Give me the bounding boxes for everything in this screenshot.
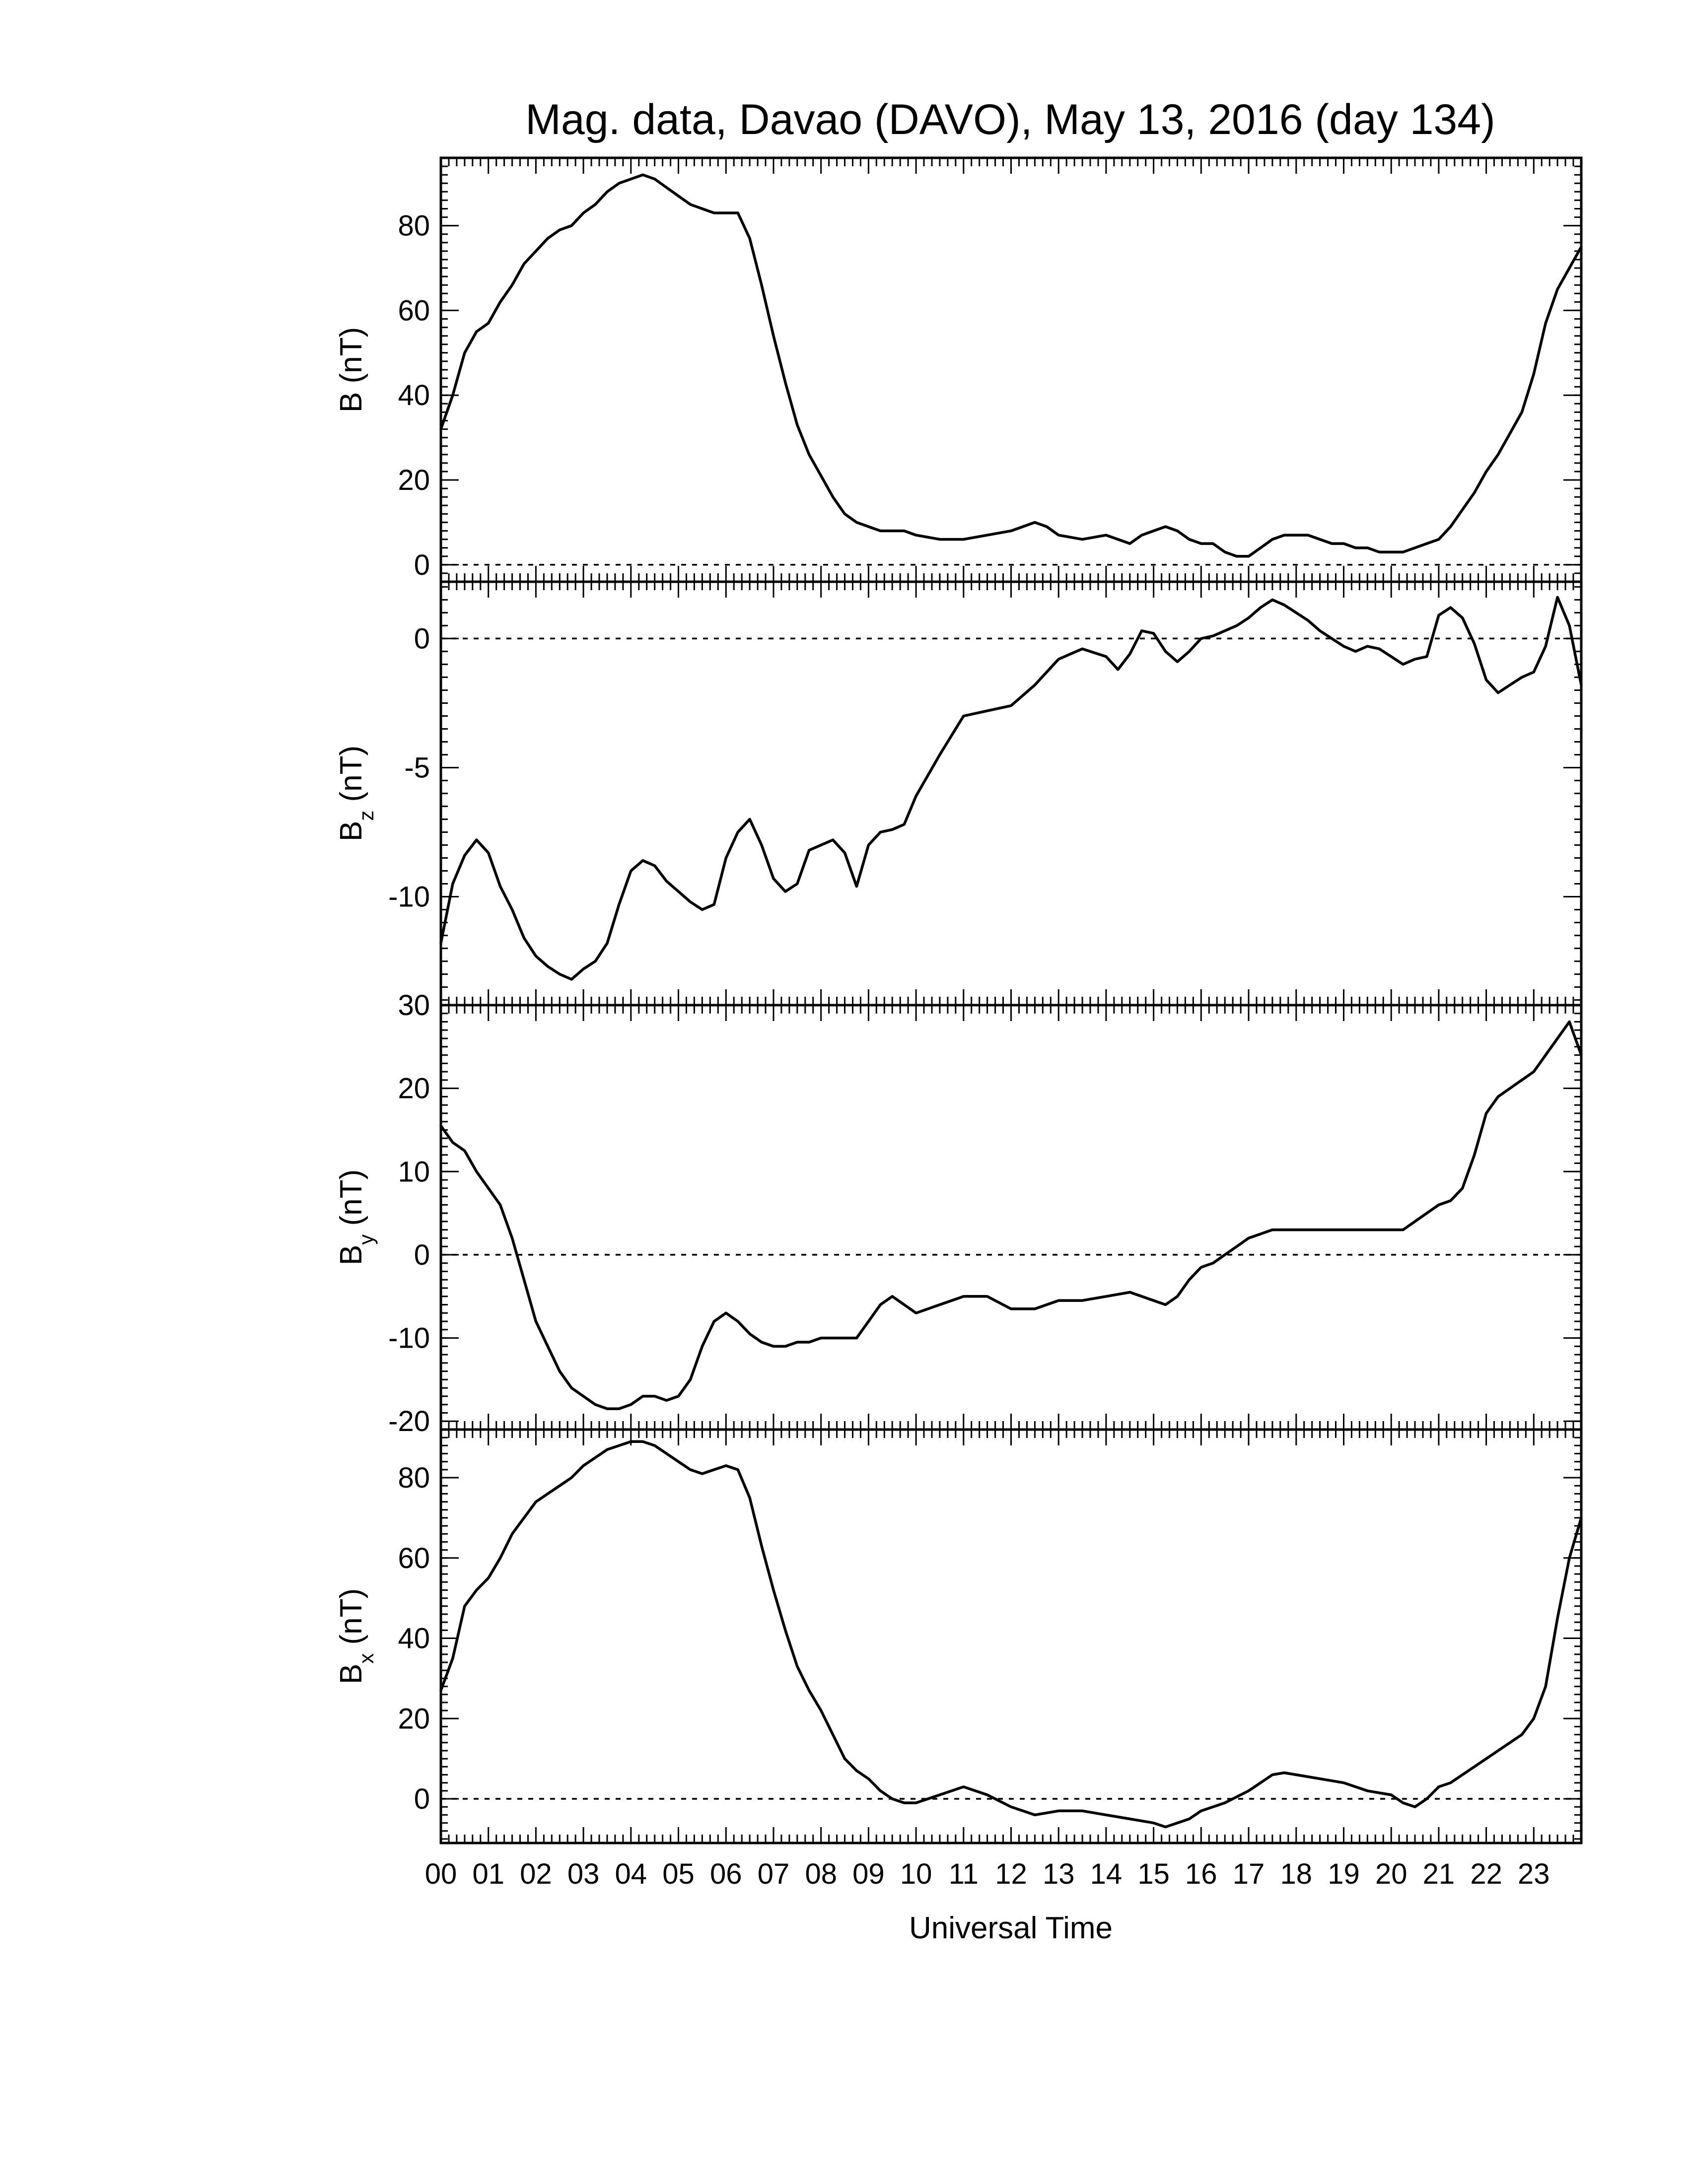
x-tick-label: 14 [1090, 1858, 1123, 1890]
y-tick-label-by: 10 [398, 1156, 430, 1188]
series-line-by [439, 1020, 1583, 1410]
y-tick-label-bz: -10 [388, 881, 430, 913]
plot-frame-bz [439, 580, 1583, 1007]
x-tick-label: 01 [472, 1858, 504, 1890]
x-ticks-by [440, 1005, 1582, 1430]
y-tick-label-b: 40 [398, 379, 430, 411]
y-tick-label-bx: 20 [398, 1703, 430, 1735]
series-line-bz [439, 596, 1583, 981]
x-tick-label: 05 [662, 1858, 695, 1890]
x-tick-label: 10 [900, 1858, 932, 1890]
y-tick-label-by: 0 [414, 1239, 430, 1271]
x-tick-label: 18 [1280, 1858, 1313, 1890]
x-ticks-bz [440, 582, 1582, 1005]
y-tick-label-bx: 60 [398, 1542, 430, 1574]
y-tick-label-by: -20 [388, 1405, 430, 1437]
y-axis-label-b: B (nT) [334, 327, 368, 412]
y-tick-label-by: 30 [398, 989, 430, 1022]
y-axis-label-main: B [334, 1245, 368, 1265]
y-tick-label-bx: 40 [398, 1623, 430, 1655]
x-tick-label: 12 [995, 1858, 1027, 1890]
y-tick-label-b: 60 [398, 294, 430, 327]
y-tick-label-by: 20 [398, 1073, 430, 1105]
x-tick-label: 04 [615, 1858, 647, 1890]
series-line-bx [439, 1440, 1583, 1829]
x-tick-label: 17 [1233, 1858, 1265, 1890]
y-axis-label-main: B [334, 821, 368, 841]
y-axis-label-sub: z [354, 811, 378, 821]
y-axis-label-unit: (nT) [334, 1588, 368, 1653]
series-line-b [439, 173, 1583, 558]
plot-frame-b [439, 156, 1583, 583]
x-tick-label: 13 [1043, 1858, 1075, 1890]
panel-b: 0 20 40 60 80 B (nT) [334, 156, 1583, 583]
y-minor-ticks-bz [441, 586, 1581, 1001]
y-tick-label-b: 80 [398, 210, 430, 242]
x-tick-label: 03 [567, 1858, 600, 1890]
y-axis-label-sub: x [354, 1653, 378, 1664]
y-axis-label-bz: Bz (nT) [334, 746, 378, 841]
x-tick-label: 08 [805, 1858, 837, 1890]
y-minor-ticks-b [441, 157, 1581, 583]
y-tick-label-bz: 0 [414, 622, 430, 655]
x-tick-label: 09 [852, 1858, 885, 1890]
y-axis-label-sub: y [354, 1234, 378, 1245]
y-tick-label-bz: -5 [404, 752, 430, 784]
y-minor-ticks-bx [441, 1429, 1581, 1840]
y-tick-label-by: -10 [388, 1322, 430, 1355]
x-tick-label: 21 [1423, 1858, 1455, 1890]
plot-frame-by [439, 1004, 1583, 1431]
x-ticks-b [440, 158, 1582, 582]
y-axis-label-by: By (nT) [334, 1169, 378, 1265]
y-tick-label-bx: 0 [414, 1783, 430, 1815]
panel-by: -20 -10 0 10 20 30 By (nT) [334, 989, 1583, 1437]
y-axis-label-unit: (nT) [334, 327, 368, 392]
panel-bz: -10 -5 0 Bz (nT) [334, 580, 1583, 1007]
y-axis-label-unit: (nT) [334, 1169, 368, 1234]
plot-frame-bx [439, 1428, 1583, 1844]
x-tick-label: 07 [758, 1858, 790, 1890]
y-tick-label-b: 0 [414, 549, 430, 581]
y-axis-label-bx: Bx (nT) [334, 1588, 378, 1684]
x-tick-label: 23 [1518, 1858, 1550, 1890]
x-tick-label: 19 [1328, 1858, 1360, 1890]
y-axis-label-main: B [334, 392, 368, 412]
y-axis-label-unit: (nT) [334, 746, 368, 811]
x-tick-label: 11 [949, 1858, 979, 1890]
x-tick-label: 16 [1185, 1858, 1217, 1890]
x-ticks-bx [440, 1430, 1582, 1843]
x-tick-label: 20 [1375, 1858, 1407, 1890]
y-tick-label-b: 20 [398, 464, 430, 496]
y-minor-ticks-by [441, 1004, 1581, 1431]
x-tick-label: 06 [710, 1858, 742, 1890]
x-tick-label: 00 [425, 1858, 457, 1890]
panel-bx: 0 20 40 60 80 Bx (nT) 00 01 02 03 04 05 06 07 08 09 10 11… [334, 1428, 1583, 1890]
x-tick-label: 22 [1470, 1858, 1502, 1890]
y-tick-label-bx: 80 [398, 1462, 430, 1494]
y-axis-label-main: B [334, 1664, 368, 1684]
x-tick-label: 15 [1137, 1858, 1170, 1890]
x-tick-label: 02 [520, 1858, 552, 1890]
x-axis-label: Universal Time [909, 1911, 1113, 1945]
chart-title: Mag. data, Davao (DAVO), May 13, 2016 (d… [525, 96, 1495, 143]
